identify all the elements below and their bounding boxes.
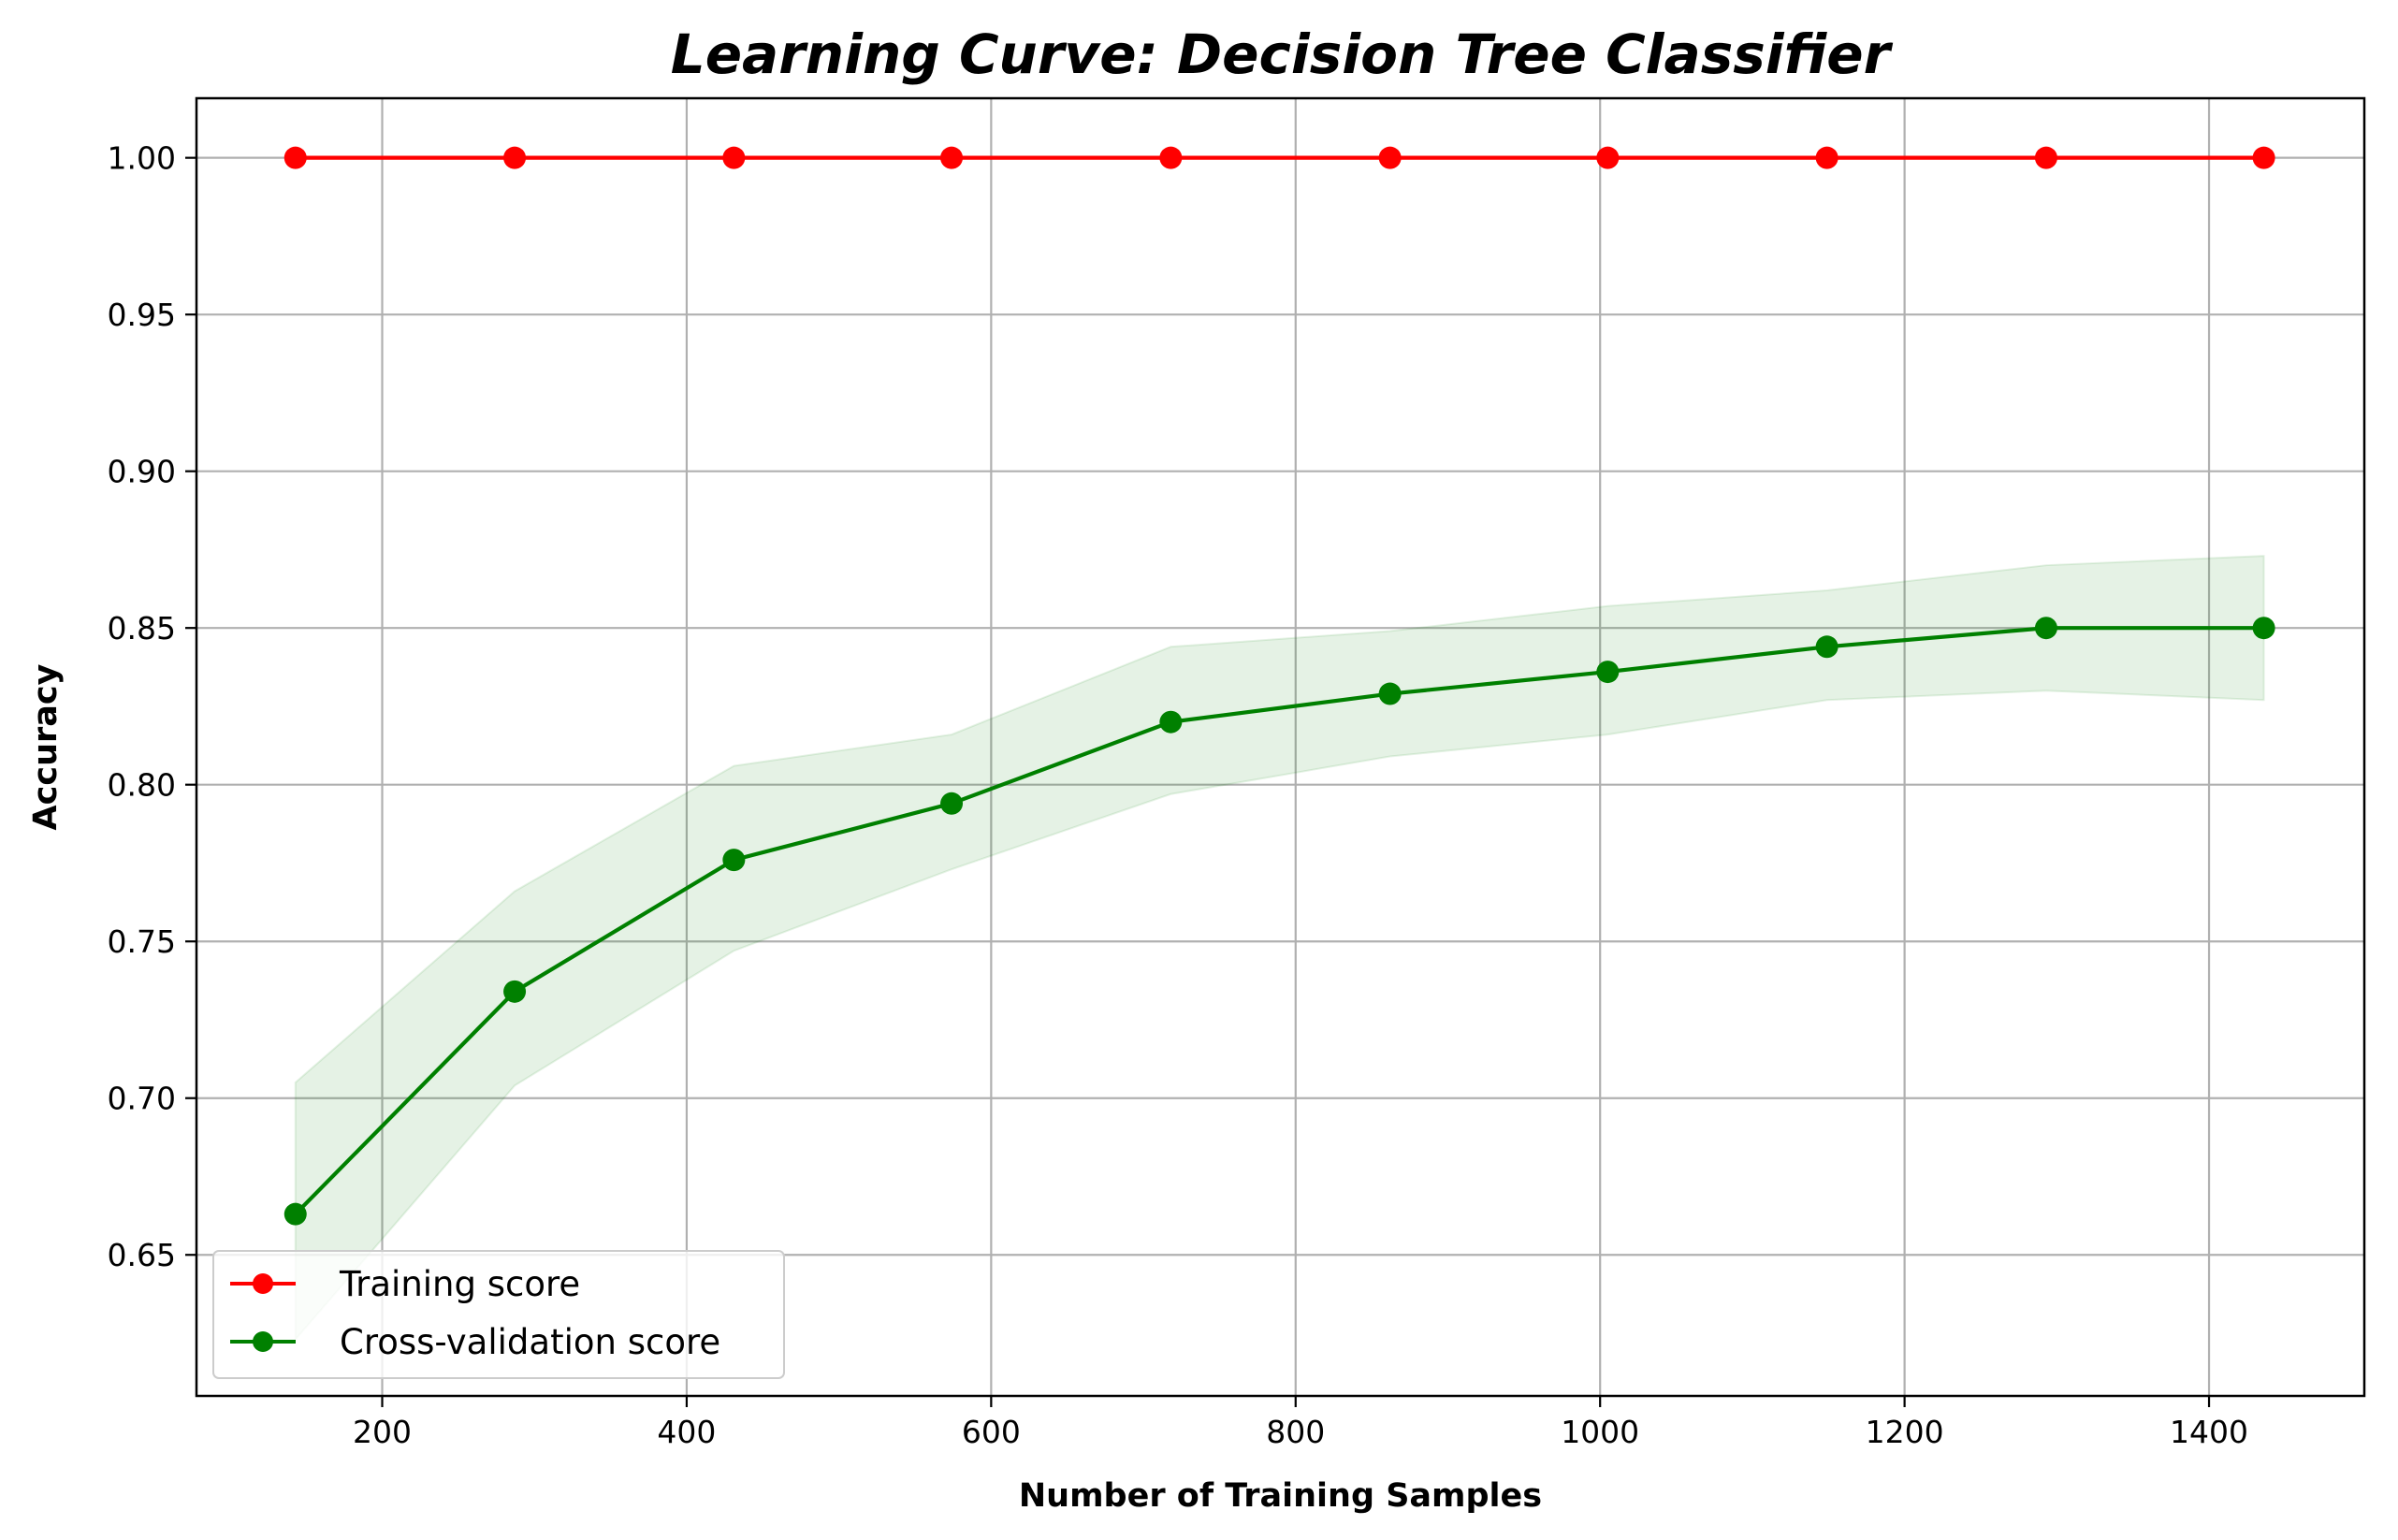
x-tick-label: 400 [657, 1414, 716, 1450]
data-point [2034, 146, 2057, 169]
data-point [1378, 146, 1402, 169]
data-point [1815, 146, 1838, 169]
data-point [722, 146, 746, 169]
data-point [1378, 682, 1402, 705]
data-point [1159, 710, 1183, 734]
data-point [2252, 146, 2275, 169]
score-bands [294, 156, 2265, 1343]
plot-frame [195, 96, 2366, 1398]
x-tick-label: 1000 [1561, 1414, 1639, 1450]
data-point [283, 1202, 307, 1226]
grid-lines [196, 98, 2364, 1396]
data-point [940, 792, 964, 815]
x-tick-label: 1200 [1866, 1414, 1944, 1450]
y-axis-label: Accuracy [27, 663, 65, 830]
data-point [1596, 661, 1620, 684]
legend-marker-training [253, 1273, 273, 1294]
y-tick-label: 0.80 [108, 767, 176, 804]
y-tick-label: 0.90 [108, 454, 176, 490]
legend-label-training: Training score [339, 1264, 580, 1304]
y-tick-label: 0.70 [108, 1081, 176, 1117]
score-band-1 [294, 555, 2265, 1343]
x-tick-label: 1400 [2170, 1414, 2248, 1450]
data-point [503, 146, 527, 169]
x-axis-label: Number of Training Samples [1019, 1477, 1542, 1515]
y-tick-label: 1.00 [108, 140, 176, 177]
y-tick-label: 0.95 [108, 297, 176, 333]
data-point [2034, 617, 2057, 640]
x-tick-label: 600 [962, 1414, 1021, 1450]
data-point [1815, 635, 1838, 659]
chart-title: Learning Curve: Decision Tree Classifier [671, 22, 1894, 86]
series-line-1 [294, 626, 2264, 1216]
data-point [2252, 617, 2275, 640]
data-point [283, 146, 307, 169]
legend-marker-cross-validation [253, 1331, 273, 1352]
data-point [1596, 146, 1620, 169]
x-tick-label: 200 [353, 1414, 412, 1450]
y-tick-label: 0.75 [108, 923, 176, 960]
x-tick-label: 800 [1266, 1414, 1325, 1450]
legend: Training score Cross-validation score [212, 1250, 785, 1379]
series-markers [283, 146, 2275, 1226]
y-tick-label: 0.65 [108, 1237, 176, 1273]
legend-box [212, 1250, 785, 1379]
data-point [503, 980, 527, 1003]
y-tick-label: 0.85 [108, 610, 176, 647]
legend-label-cross-validation: Cross-validation score [340, 1322, 720, 1362]
series-lines [294, 155, 2264, 1216]
axis-ticks: 200 400 600 800 1000 1200 1400 0.65 0.70 0.75 0.80… [108, 140, 2249, 1450]
data-point [940, 146, 964, 169]
data-point [1159, 146, 1183, 169]
data-point [722, 849, 746, 872]
